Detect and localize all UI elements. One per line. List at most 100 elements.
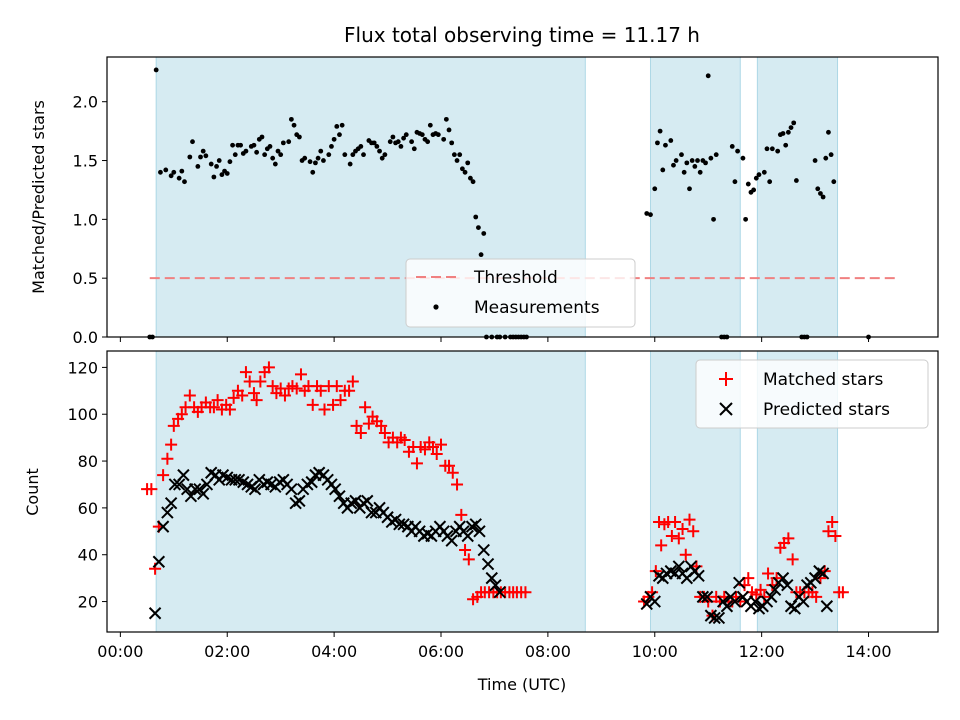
measurement-point [270,155,276,161]
predicted-star-point [196,487,210,501]
measurement-point [481,231,487,236]
matched-star-point [426,441,439,454]
measurement-point [743,216,749,222]
x-tick-label: 14:00 [845,642,891,661]
matched-star-point [157,469,170,482]
predicted-star-point [776,571,790,585]
measurement-point [329,144,334,149]
measurements-legend-swatch [433,304,439,310]
measurement-point [171,169,177,175]
measurement-point [275,148,281,154]
measurement-point [337,132,342,138]
y-tick-label: 60 [78,499,98,518]
matched-star-point [359,401,372,414]
predicted-star-point [808,571,822,585]
matched-star-point [250,394,263,407]
observing-interval [756,56,839,338]
measurement-point [409,139,415,145]
predicted-star-point [164,497,178,510]
measurement-point [831,179,837,185]
measurement-point [689,158,695,163]
measurement-point [216,158,222,163]
matched-star-point [679,548,692,561]
predicted-star-point [692,569,705,583]
measurement-point [459,166,465,172]
x-tick-label: 02:00 [204,642,250,661]
measurement-point [812,158,818,163]
measurement-point [713,152,719,158]
predicted-star-point [797,595,810,608]
predicted-legend-swatch [719,402,733,416]
matched-star-point [455,508,468,521]
measurement-point [334,124,340,129]
measurement-point [705,73,711,79]
matched-star-point [290,382,303,395]
matched-star-point [254,375,267,388]
matched-star-point [247,387,260,400]
matched-star-point [822,525,835,538]
matched-star-point [836,586,849,599]
predicted-star-point [720,600,734,613]
matched-star-point [167,419,180,432]
bottom-x-ticks: 00:00 02:00 04:00 06:00 08:00 10:00 12:00 14:00 [97,632,892,661]
measurement-point [470,179,476,185]
predicted-star-point [696,590,710,604]
matched-star-point [207,401,220,414]
measurement-point [182,179,187,185]
measurement-point [441,136,447,142]
measurement-point [350,152,356,158]
measurement-point [401,135,406,141]
measurement-point [687,186,692,192]
measurement-point [681,169,687,175]
measurement-point [187,154,193,160]
measurement-point [361,152,366,158]
measurement-point [232,152,238,158]
matched-star-point [655,539,668,552]
measurement-point [756,172,762,178]
measurement-point [761,169,767,175]
matched-star-point [165,438,178,451]
measurement-point [788,125,794,130]
measurement-point [358,144,364,149]
measurement-point [198,154,203,160]
measurement-point [435,132,441,138]
matched-star-point [443,459,456,472]
predicted-star-point [712,611,726,625]
measurement-point [342,152,348,158]
matched-star-point [183,389,196,402]
measurement-point [382,152,388,158]
measurement-point [703,160,708,166]
measurement-point [411,146,417,152]
measurement-point [313,160,318,166]
measurement-point [374,144,380,149]
matched-star-point [375,419,388,432]
measurement-point [195,164,201,169]
matched-star-point [314,384,327,397]
matched-star-point [649,565,662,578]
predicted-star-point [333,489,346,503]
matched-star-point [294,368,307,381]
measurement-point [302,155,308,161]
bottom-axes-frame [106,350,939,633]
matched-star-point [418,443,431,456]
measurement-point [286,139,292,145]
measurement-point [347,161,353,167]
predicted-star-point [293,494,306,508]
predicted-stars-series [148,466,834,625]
x-axis-label: Time (UTC) [477,675,566,694]
measurement-point [735,148,740,154]
predicted-star-point [648,595,661,608]
matched-star-point [236,389,249,402]
matched-star-point [227,391,240,404]
predicted-star-point [469,518,482,531]
measurement-point [238,142,244,148]
predicted-star-point [493,585,506,599]
matched-star-point [161,452,174,465]
bottom-legend-box [695,359,929,429]
measurement-point [315,155,321,161]
matched-star-point [266,380,279,393]
predicted-star-point [161,506,174,519]
x-tick-label: 06:00 [418,642,464,661]
measurement-point [214,164,219,169]
